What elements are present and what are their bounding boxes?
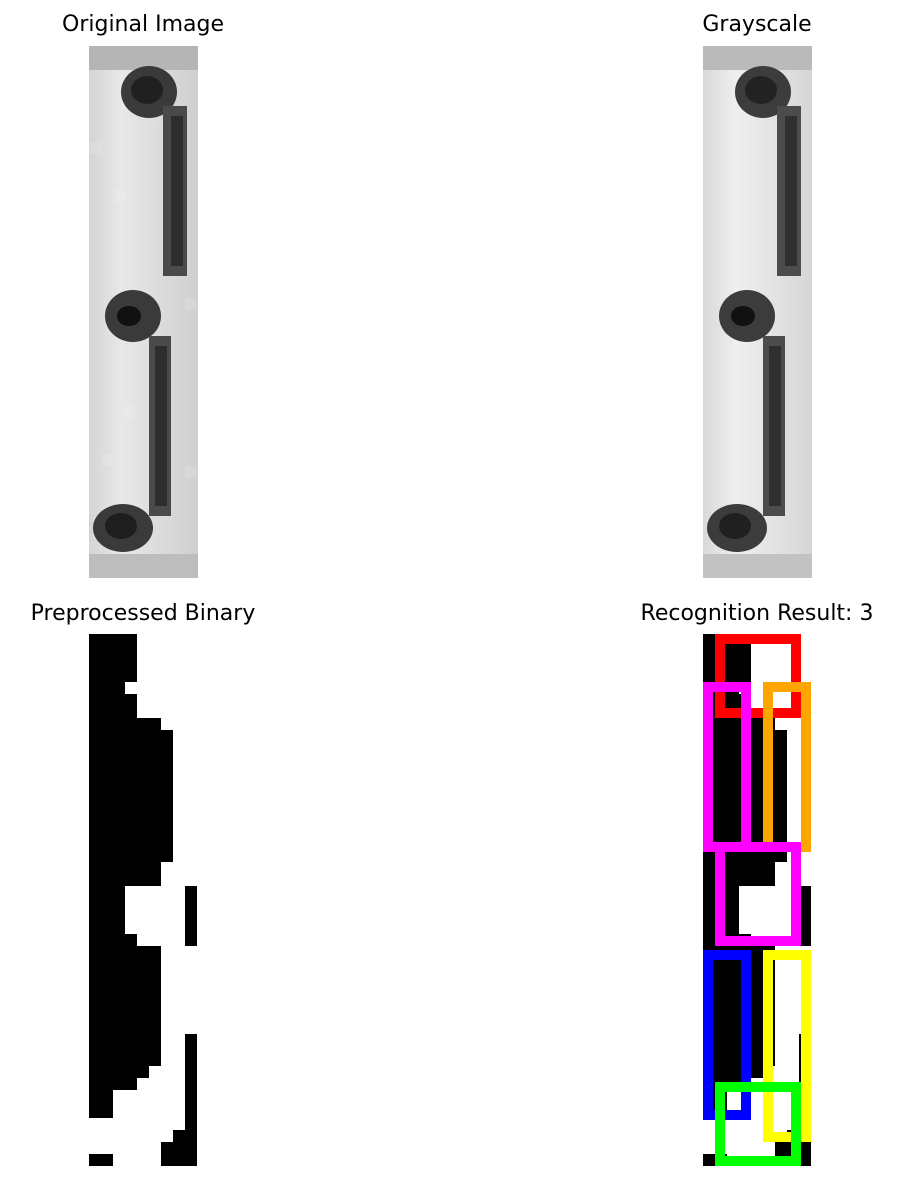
binary-title: Preprocessed Binary bbox=[30, 601, 256, 626]
original-image-title: Original Image bbox=[62, 12, 224, 37]
grayscale-image bbox=[703, 46, 812, 578]
segment-box-magenta-middle bbox=[715, 842, 801, 946]
original-image bbox=[89, 46, 198, 578]
segment-box-red bbox=[715, 634, 801, 718]
segment-box-yellow bbox=[763, 950, 811, 1142]
result-title: Recognition Result: 3 bbox=[640, 601, 874, 626]
segment-box-green bbox=[715, 1082, 801, 1166]
binary-image bbox=[89, 634, 198, 1166]
recognition-result-image bbox=[703, 634, 812, 1166]
segment-box-blue bbox=[703, 950, 751, 1120]
grayscale-title: Grayscale bbox=[702, 12, 812, 37]
